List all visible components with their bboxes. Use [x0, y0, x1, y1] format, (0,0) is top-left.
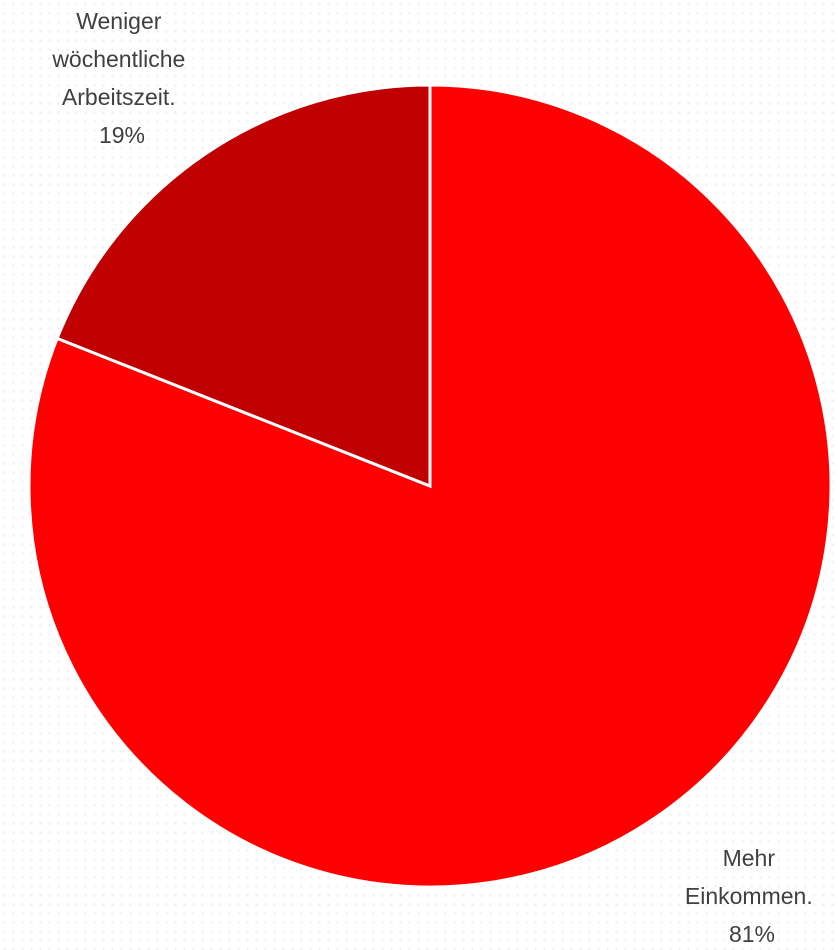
pie-slice-1 [55, 83, 432, 489]
data-label-weniger-line-2: wöchentliche [51, 46, 185, 72]
data-label-weniger-line-1: Weniger [76, 8, 162, 34]
data-label-mehr-einkommen: Mehr Einkommen. 81% [685, 845, 819, 947]
data-label-mehr-line-2: Einkommen. [685, 883, 813, 909]
data-label-weniger-arbeitszeit: Weniger wöchentliche Arbeitszeit. 19% [51, 8, 191, 148]
data-label-weniger-value: 19% [99, 122, 145, 148]
data-label-weniger-line-3: Arbeitszeit. [62, 84, 176, 110]
data-label-mehr-line-1: Mehr [723, 845, 776, 871]
pie-slices [27, 83, 833, 889]
data-label-mehr-value: 81% [729, 921, 775, 947]
